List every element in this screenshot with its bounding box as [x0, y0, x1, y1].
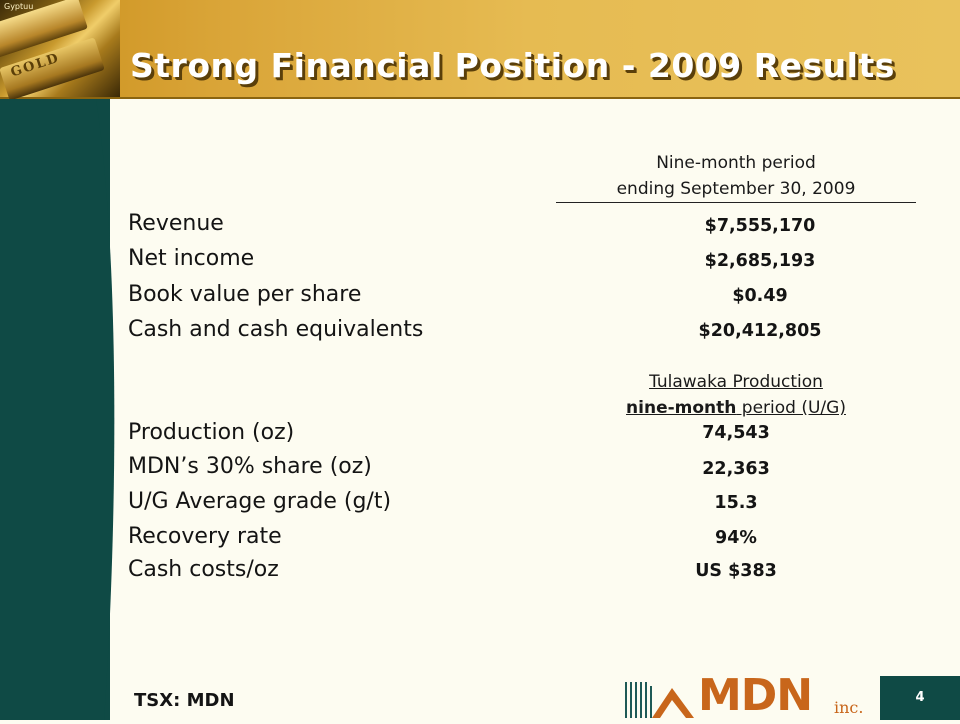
row-value-revenue: $7,555,170 — [704, 216, 816, 236]
row-label-cash: Cash and cash equivalents — [128, 317, 424, 342]
row-value-mdn-share: 22,363 — [702, 459, 770, 479]
financials-header-line1: Nine-month period — [656, 153, 816, 173]
production-header-rest: period (U/G) — [736, 398, 846, 418]
row-label-mdn-share: MDN’s 30% share (oz) — [128, 454, 372, 479]
production-header-bold: nine-month — [626, 398, 737, 418]
production-header-line1: Tulawaka Production — [649, 372, 823, 392]
production-column-header: Tulawaka Production nine-month period (U… — [556, 369, 916, 421]
page-number-box: 4 — [880, 676, 960, 720]
row-label-production: Production (oz) — [128, 420, 295, 445]
financials-column-header: Nine-month period ending September 30, 2… — [556, 150, 916, 202]
row-label-grade: U/G Average grade (g/t) — [128, 489, 392, 514]
header-bar: GOLD Gyptuu Strong Financial Position - … — [0, 0, 960, 101]
slide-title: Strong Financial Position - 2009 Results — [130, 46, 895, 85]
photo-small-text: Gyptuu — [4, 2, 34, 11]
mdn-logo: MDN inc. — [622, 670, 872, 721]
mountain-icon — [625, 682, 694, 718]
row-value-production: 74,543 — [702, 423, 770, 443]
row-value-cash-costs: US $383 — [695, 561, 777, 581]
logo-inc: inc. — [834, 698, 864, 717]
gold-bars-image: GOLD Gyptuu — [0, 0, 120, 101]
left-curve-shape — [0, 99, 115, 720]
ticker-symbol: TSX: MDN — [134, 690, 235, 711]
row-value-book-value: $0.49 — [732, 286, 788, 306]
financials-header-line2: ending September 30, 2009 — [616, 179, 856, 199]
row-label-recovery: Recovery rate — [128, 524, 282, 549]
row-label-revenue: Revenue — [128, 211, 224, 236]
row-value-net-income: $2,685,193 — [704, 251, 816, 271]
row-value-recovery: 94% — [715, 528, 757, 548]
row-label-book-value: Book value per share — [128, 282, 362, 307]
row-value-grade: 15.3 — [714, 493, 758, 513]
row-label-cash-costs: Cash costs/oz — [128, 557, 279, 582]
row-label-net-income: Net income — [128, 246, 255, 271]
page-number: 4 — [915, 690, 925, 705]
logo-wordmark: MDN — [698, 670, 813, 721]
financials-header-rule — [556, 202, 916, 203]
production-header-line2: nine-month period (U/G) — [556, 395, 916, 421]
row-value-cash: $20,412,805 — [698, 321, 822, 341]
